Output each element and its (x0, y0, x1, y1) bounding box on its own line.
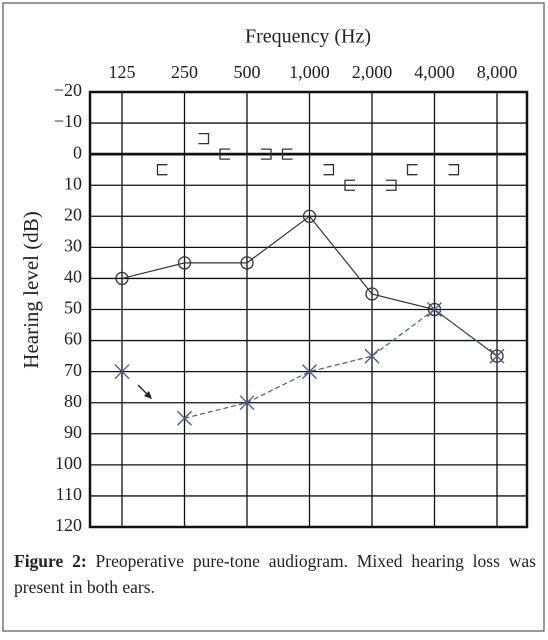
bracket-marker (344, 179, 355, 191)
bracket-marker (156, 164, 168, 176)
x-tick-label: 1,000 (289, 62, 330, 82)
y-axis-label: Hearing level (dB) (19, 211, 43, 368)
x-marker (364, 348, 380, 364)
x-tick-label: 8,000 (477, 62, 518, 82)
y-tick-label: 100 (55, 453, 82, 473)
circle-marker (177, 256, 192, 270)
caption: Figure 2: Preoperative pure-tone audiogr… (14, 548, 536, 600)
y-tick-label: 20 (64, 204, 82, 224)
y-tick-label: 110 (56, 484, 82, 504)
x-marker (177, 410, 192, 426)
x-tick-label: 500 (234, 62, 261, 82)
caption-text: Preoperative pure-tone audiogram. Mixed … (14, 551, 536, 597)
bracket-marker (281, 148, 293, 160)
circle-marker (365, 287, 379, 301)
bracket-marker (198, 132, 210, 145)
bracket-marker (323, 164, 335, 176)
circle-marker (490, 349, 504, 363)
x-marker (114, 364, 130, 380)
y-tick-label: −10 (54, 111, 82, 131)
bracket-marker (406, 164, 418, 176)
y-tick-label: 80 (64, 391, 82, 411)
y-tick-label: 30 (64, 235, 82, 255)
y-tick-label: 10 (64, 173, 82, 193)
bracket-marker (386, 179, 397, 191)
y-tick-label: 0 (73, 142, 82, 162)
arrow-head (144, 391, 152, 399)
bracket-marker (261, 148, 272, 160)
chart-title: Frequency (Hz) (245, 26, 371, 48)
x-marker (427, 302, 442, 317)
y-tick-label: 90 (64, 422, 82, 442)
series-line (184, 308, 498, 419)
y-tick-label: 120 (55, 515, 82, 535)
y-tick-label: 40 (64, 267, 82, 287)
x-tick-label: 250 (171, 62, 198, 82)
circle-marker (240, 256, 254, 270)
x-marker (239, 395, 255, 411)
x-tick-label: 125 (109, 62, 136, 82)
x-tick-label: 2,000 (352, 62, 393, 82)
caption-label: Figure 2: (14, 551, 87, 571)
x-marker (489, 348, 505, 364)
figure-frame (2, 2, 545, 632)
x-marker (302, 364, 317, 380)
bracket-marker (448, 164, 460, 176)
bracket-marker (219, 148, 230, 160)
y-tick-label: 70 (64, 360, 82, 380)
plot-frame (88, 90, 529, 529)
y-tick-label: 50 (64, 298, 82, 318)
circle-marker (115, 271, 129, 286)
y-tick-label: 60 (64, 329, 82, 349)
circle-marker (302, 209, 317, 223)
x-tick-label: 4,000 (414, 62, 455, 82)
circle-marker (427, 302, 442, 317)
y-tick-label: −20 (54, 80, 82, 100)
